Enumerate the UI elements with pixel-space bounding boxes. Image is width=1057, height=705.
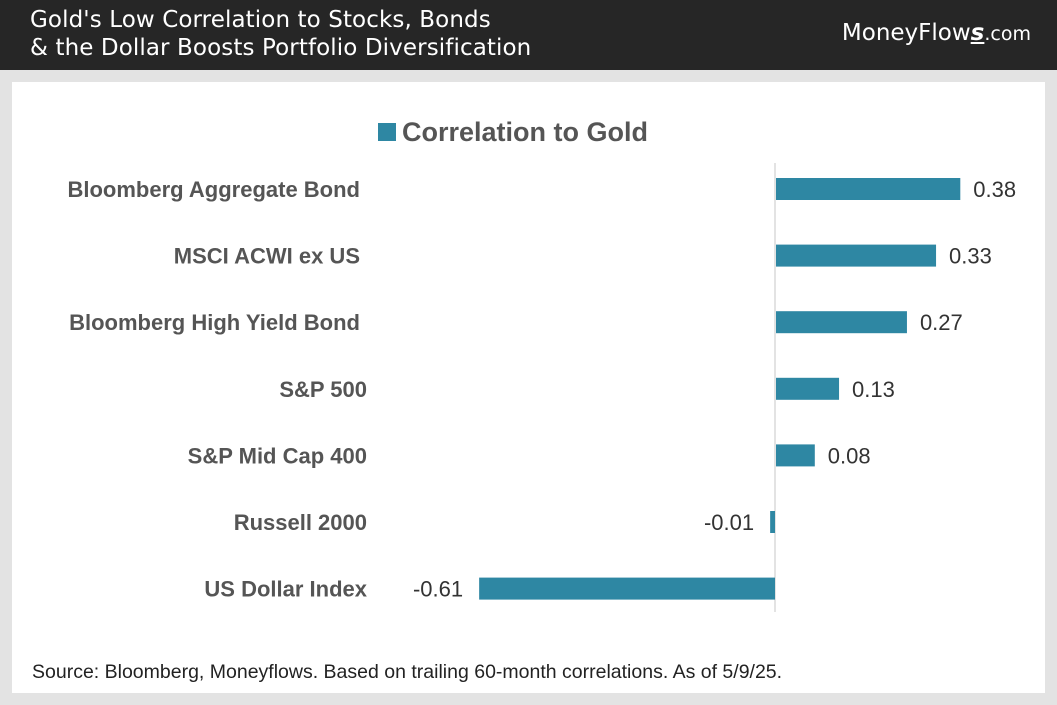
value-label-2: 0.33 — [949, 244, 992, 269]
bar-3 — [776, 311, 907, 334]
value-label-6: -0.01 — [704, 510, 754, 535]
header-bar: Gold's Low Correlation to Stocks, Bonds … — [0, 0, 1057, 70]
category-label-5: S&P Mid Cap 400 — [188, 443, 367, 468]
bar-1 — [776, 178, 961, 200]
chart-title-line-2: & the Dollar Boosts Portfolio Diversific… — [30, 35, 532, 61]
bar-6 — [770, 511, 775, 533]
category-label-7: US Dollar Index — [204, 577, 367, 602]
bar-7 — [479, 577, 775, 600]
value-label-1: 0.38 — [973, 177, 1016, 202]
value-label-3: 0.27 — [920, 310, 963, 335]
category-label-6: Russell 2000 — [234, 510, 367, 535]
chart-title-line-1: Gold's Low Correlation to Stocks, Bonds — [30, 7, 491, 33]
category-label-2: MSCI ACWI ex US — [174, 244, 360, 269]
source-note: Source: Bloomberg, Moneyflows. Based on … — [32, 661, 783, 683]
legend-label: Correlation to Gold — [402, 116, 648, 147]
category-label-3: Bloomberg High Yield Bond — [69, 310, 360, 335]
brand-s: s — [970, 20, 985, 46]
brand-tld: .com — [984, 23, 1031, 45]
category-label-1: Bloomberg Aggregate Bond — [67, 177, 360, 202]
brand-name: MoneyFlow — [841, 20, 971, 46]
legend-swatch — [378, 123, 396, 141]
category-label-4: S&P 500 — [279, 377, 367, 402]
brand-logo: MoneyFlows.com — [842, 20, 1031, 46]
bar-4 — [776, 377, 840, 400]
value-label-7: -0.61 — [413, 577, 463, 602]
value-label-5: 0.08 — [828, 443, 871, 468]
value-label-4: 0.13 — [852, 377, 895, 402]
bar-5 — [776, 444, 815, 467]
chart-legend: Correlation to Gold — [378, 116, 648, 148]
bar-2 — [776, 244, 937, 267]
